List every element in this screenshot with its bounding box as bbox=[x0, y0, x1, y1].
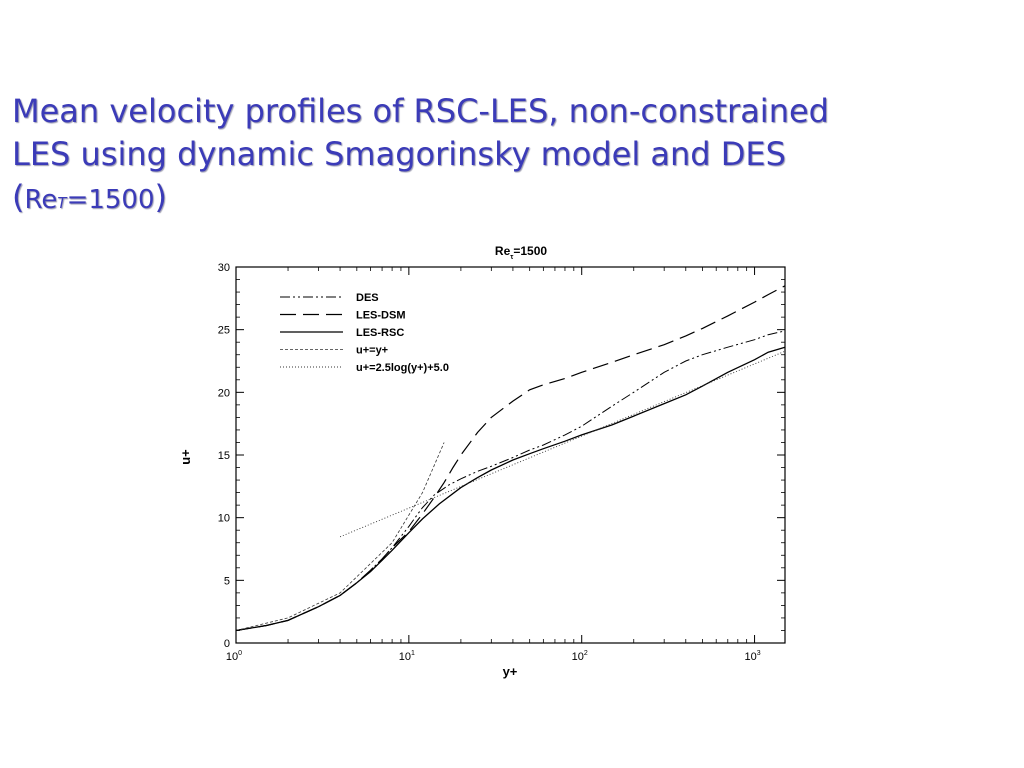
legend-label-les-rsc: LES-RSC bbox=[356, 327, 404, 339]
series-line-u-y bbox=[235, 442, 445, 631]
legend-label-u-y: u+=y+ bbox=[356, 345, 388, 357]
series-line-les-dsm bbox=[235, 285, 786, 632]
y-tick-label: 10 bbox=[218, 513, 230, 525]
y-axis-label: u+ bbox=[178, 449, 193, 465]
x-tick-label: 103 bbox=[744, 650, 760, 663]
y-tick-label: 20 bbox=[218, 387, 230, 399]
title-close-paren: ) bbox=[154, 178, 167, 216]
title-line-3: (ReT=1500) bbox=[12, 176, 1002, 225]
y-tick-label: 0 bbox=[224, 638, 230, 650]
chart-title-re: Re bbox=[495, 244, 511, 258]
chart-legend: DES LES-DSM LES-RSC u+=y+ u+=2.5log(y+)+5.0 bbox=[280, 292, 449, 374]
x-tick-label: 101 bbox=[399, 650, 415, 663]
title-re-value: =1500 bbox=[66, 185, 155, 215]
x-tick-label: 100 bbox=[226, 650, 242, 663]
y-tick-label: 25 bbox=[218, 325, 230, 337]
title-line-1: Mean velocity profiles of RSC-LES, non-c… bbox=[12, 92, 829, 130]
y-axis: 0 5 10 15 20 25 30 bbox=[218, 262, 785, 650]
x-axis: 100 101 102 103 bbox=[226, 267, 761, 663]
slide-title: Mean velocity profiles of RSC-LES, non-c… bbox=[12, 90, 1002, 225]
plot-frame bbox=[235, 266, 786, 644]
legend-label-les-dsm: LES-DSM bbox=[356, 310, 406, 322]
x-axis-label: y+ bbox=[503, 664, 518, 679]
y-tick-label: 15 bbox=[218, 450, 230, 462]
y-tick-label: 5 bbox=[224, 575, 230, 587]
chart-title-subscript: τ bbox=[510, 254, 514, 261]
x-tick-label: 102 bbox=[572, 650, 588, 663]
series-line-des bbox=[235, 330, 786, 631]
chart-title-value: =1500 bbox=[513, 244, 547, 258]
y-tick-label: 30 bbox=[218, 262, 230, 274]
title-line-2: LES using dynamic Smagorinsky model and … bbox=[12, 135, 786, 173]
legend-label-des: DES bbox=[356, 292, 379, 304]
plot-series-group bbox=[235, 285, 786, 632]
chart-title: Reτ=1500 bbox=[495, 244, 547, 261]
series-line-les-rsc bbox=[235, 346, 786, 632]
title-open-paren: ( bbox=[12, 178, 25, 216]
series-line-u-2-5log-y-5-0 bbox=[339, 350, 786, 538]
legend-label-u-2-5log-y-5-0: u+=2.5log(y+)+5.0 bbox=[356, 362, 449, 374]
title-re-subscript: T bbox=[57, 194, 67, 212]
title-re: Re bbox=[24, 185, 58, 215]
